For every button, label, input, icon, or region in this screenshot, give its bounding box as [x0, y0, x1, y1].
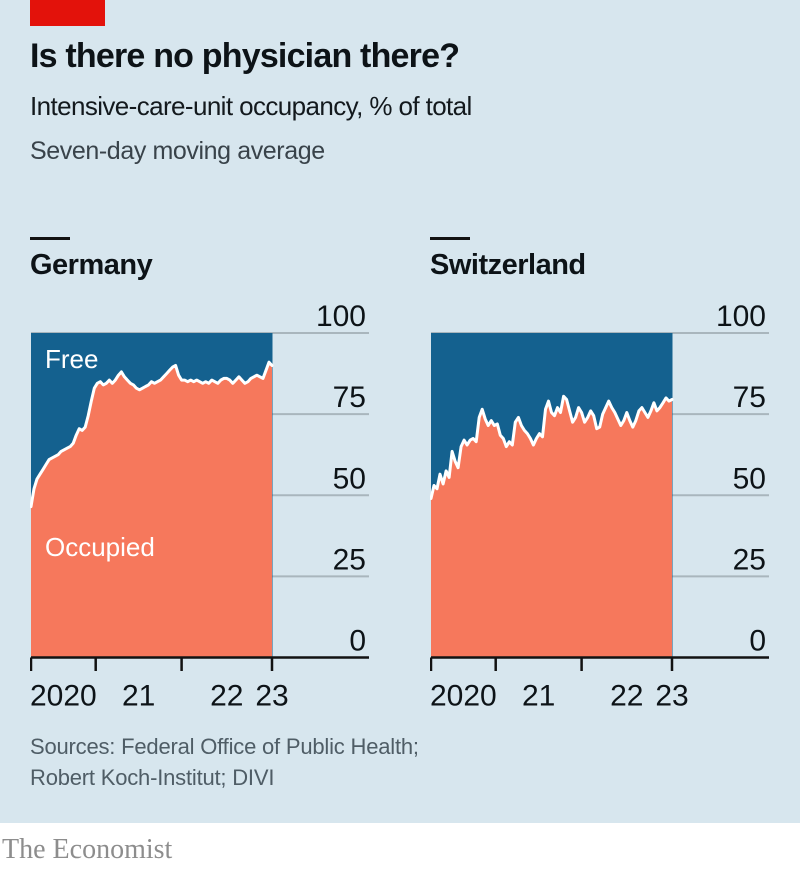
x-tick-label: 22	[610, 680, 643, 713]
occupied-area	[431, 396, 672, 658]
y-tick-label: 75	[333, 381, 366, 414]
y-tick-label: 50	[733, 462, 766, 495]
sources-note: Sources: Federal Office of Public Health…	[30, 731, 419, 793]
y-tick-label: 0	[749, 625, 766, 658]
free-series-label: Free	[45, 344, 98, 374]
occupied-series-label: Occupied	[45, 532, 155, 562]
germany-area-chart: 2020 21 22 23 0 25 50 75 100 Free Occupied	[29, 295, 370, 715]
occupancy-line	[29, 360, 274, 509]
panel-marker-line	[30, 237, 70, 240]
y-tick-label: 50	[333, 462, 366, 495]
sources-line-1: Sources: Federal Office of Public Health…	[30, 734, 419, 759]
x-axis	[429, 656, 769, 671]
y-tick-label: 25	[333, 543, 366, 576]
y-tick-label: 75	[733, 381, 766, 414]
occupancy-line	[429, 394, 674, 500]
occupied-area	[31, 362, 272, 658]
germany-plot: 2020 21 22 23 0 25 50 75 100 Free Occupied	[29, 300, 369, 713]
panel-germany: Germany 2020 21 22 23 0 25 50 75 100 Free Occupied	[29, 237, 370, 715]
x-axis	[29, 656, 369, 671]
x-tick-label: 2020	[430, 680, 497, 713]
y-tick-label: 0	[349, 625, 366, 658]
panel-title-switzerland: Switzerland	[430, 249, 586, 281]
y-tick-label: 100	[716, 300, 766, 333]
chart-note: Seven-day moving average	[30, 137, 325, 165]
x-tick-label: 21	[522, 680, 555, 713]
x-tick-label: 23	[255, 680, 288, 713]
chart-title: Is there no physician there?	[30, 37, 460, 75]
panel-marker-line	[430, 237, 470, 240]
panel-title-germany: Germany	[30, 249, 153, 281]
x-tick-label: 2020	[30, 680, 97, 713]
sources-line-2: Robert Koch-Institut; DIVI	[30, 765, 275, 790]
switzerland-area-chart: 2020 21 22 23 0 25 50 75 100	[429, 295, 770, 715]
chart-subtitle: Intensive-care-unit occupancy, % of tota…	[30, 91, 472, 121]
panel-switzerland: Switzerland 2020 21 22 23 0 25 50 75 100	[429, 237, 770, 715]
economist-red-tab	[30, 0, 105, 26]
economist-brand: The Economist	[2, 834, 173, 865]
y-tick-label: 25	[733, 543, 766, 576]
chart-card: Is there no physician there? Intensive-c…	[0, 0, 800, 823]
x-tick-label: 23	[655, 680, 688, 713]
y-tick-label: 100	[316, 300, 366, 333]
switzerland-plot: 2020 21 22 23 0 25 50 75 100	[429, 300, 769, 713]
x-tick-label: 21	[122, 680, 155, 713]
x-tick-label: 22	[210, 680, 243, 713]
